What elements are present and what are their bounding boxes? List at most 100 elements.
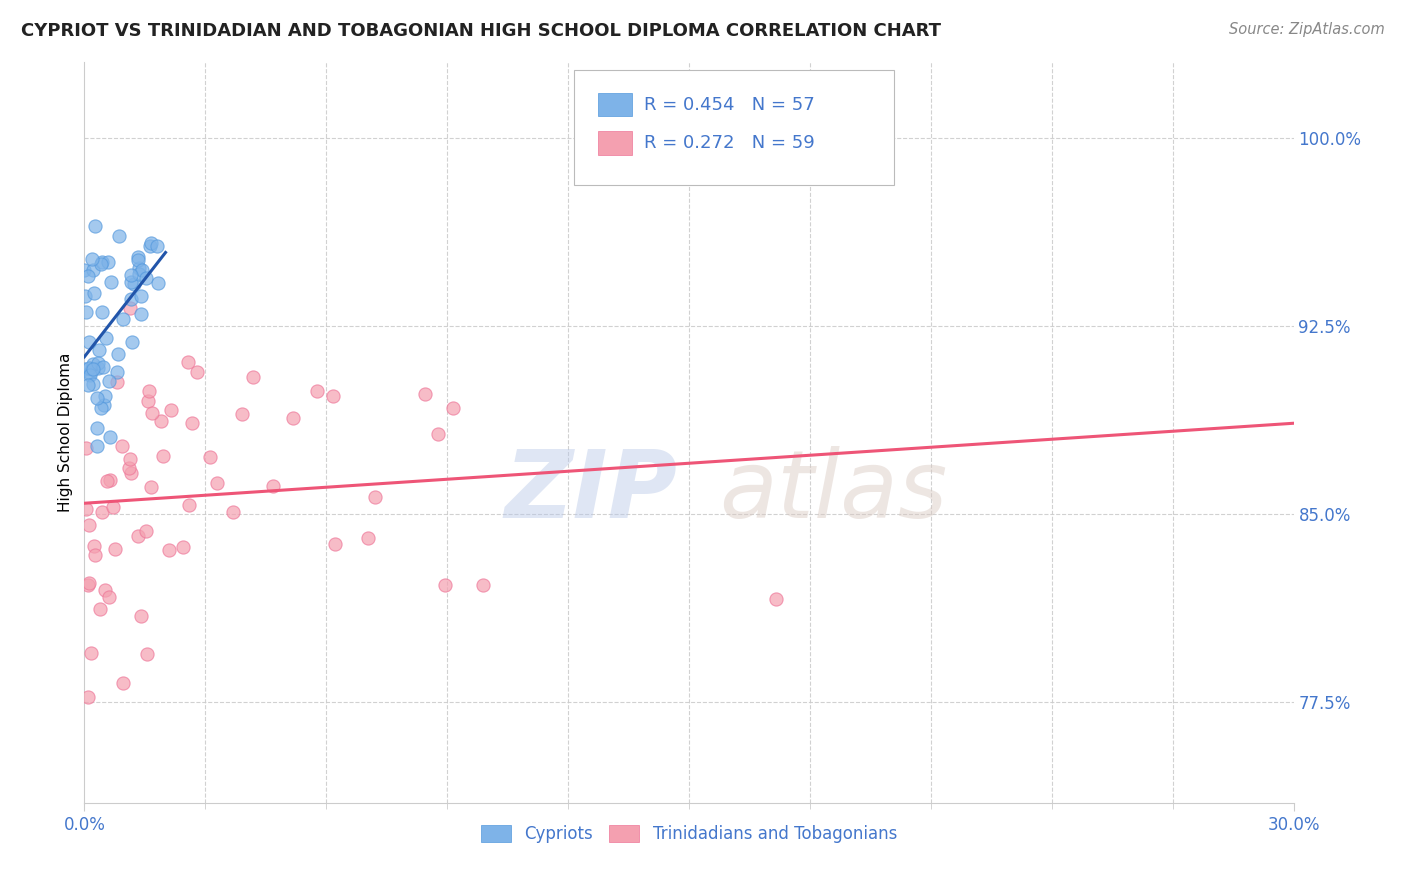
Point	[76, 578, 98, 592]
Point	[127, 529, 149, 543]
Bar	[599, 93, 633, 117]
Point	[89, 343, 111, 358]
Point	[127, 253, 149, 268]
Point	[94, 331, 117, 345]
Point	[103, 542, 125, 557]
Point	[364, 490, 387, 504]
Point	[90, 257, 112, 271]
Point	[97, 374, 120, 388]
Point	[146, 276, 169, 290]
Point	[262, 479, 284, 493]
Point	[112, 312, 135, 326]
Point	[90, 305, 112, 319]
Point	[91, 359, 114, 374]
Point	[120, 276, 142, 290]
Point	[146, 239, 169, 253]
Point	[84, 219, 107, 233]
Point	[73, 262, 96, 277]
Point	[307, 384, 329, 398]
Point	[120, 301, 142, 315]
Point	[79, 361, 101, 376]
Point	[135, 524, 157, 538]
Point	[471, 577, 494, 591]
Point	[141, 406, 163, 420]
Bar	[599, 131, 633, 155]
Point	[77, 575, 100, 590]
Point	[205, 476, 228, 491]
Point	[76, 377, 98, 392]
Point	[135, 271, 157, 285]
Point	[186, 366, 208, 380]
Point	[129, 307, 152, 321]
Point	[120, 268, 142, 282]
Point	[90, 401, 112, 416]
Point	[131, 262, 153, 277]
Point	[441, 401, 464, 415]
Point	[79, 368, 101, 383]
Point	[93, 398, 115, 412]
Point	[242, 369, 264, 384]
Point	[179, 498, 201, 512]
Point	[111, 440, 134, 454]
Point	[75, 289, 97, 303]
Point	[136, 394, 159, 409]
Point	[121, 335, 143, 350]
Point	[101, 500, 124, 514]
Point	[231, 407, 253, 421]
Point	[98, 590, 121, 604]
Point	[157, 543, 180, 558]
Point	[128, 260, 150, 275]
Point	[181, 416, 204, 430]
Point	[765, 592, 787, 607]
Point	[322, 389, 344, 403]
Point	[172, 540, 194, 554]
Point	[82, 362, 104, 376]
Point	[82, 377, 104, 392]
Point	[77, 268, 100, 283]
Point	[107, 347, 129, 361]
Point	[118, 451, 141, 466]
Point	[86, 360, 108, 375]
Text: Source: ZipAtlas.com: Source: ZipAtlas.com	[1229, 22, 1385, 37]
Point	[112, 675, 135, 690]
Point	[98, 473, 121, 487]
Point	[76, 690, 98, 705]
Point	[87, 356, 110, 370]
Point	[120, 467, 142, 481]
Point	[357, 531, 380, 545]
Point	[96, 474, 118, 488]
Point	[82, 362, 104, 376]
Point	[98, 430, 121, 444]
Point	[91, 505, 114, 519]
Point	[120, 292, 142, 306]
Point	[427, 427, 450, 442]
Point	[323, 537, 346, 551]
Point	[122, 277, 145, 291]
FancyBboxPatch shape	[574, 70, 894, 185]
Point	[82, 263, 104, 277]
Text: atlas: atlas	[720, 446, 948, 537]
Point	[200, 450, 222, 464]
Legend: Cypriots, Trinidadians and Tobagonians: Cypriots, Trinidadians and Tobagonians	[474, 819, 904, 850]
Point	[221, 505, 243, 519]
Point	[86, 439, 108, 453]
Point	[152, 450, 174, 464]
Text: ZIP: ZIP	[503, 446, 676, 538]
Point	[77, 334, 100, 349]
Point	[149, 414, 172, 428]
Point	[160, 403, 183, 417]
Point	[127, 250, 149, 264]
Point	[413, 387, 436, 401]
Point	[82, 357, 104, 371]
Point	[139, 239, 162, 253]
Point	[138, 384, 160, 399]
Point	[73, 362, 96, 376]
Point	[83, 285, 105, 300]
Point	[128, 268, 150, 282]
Text: R = 0.454   N = 57: R = 0.454 N = 57	[644, 95, 815, 113]
Y-axis label: High School Diploma: High School Diploma	[58, 353, 73, 512]
Point	[105, 375, 128, 389]
Point	[79, 366, 101, 380]
Point	[79, 518, 101, 533]
Point	[100, 275, 122, 289]
